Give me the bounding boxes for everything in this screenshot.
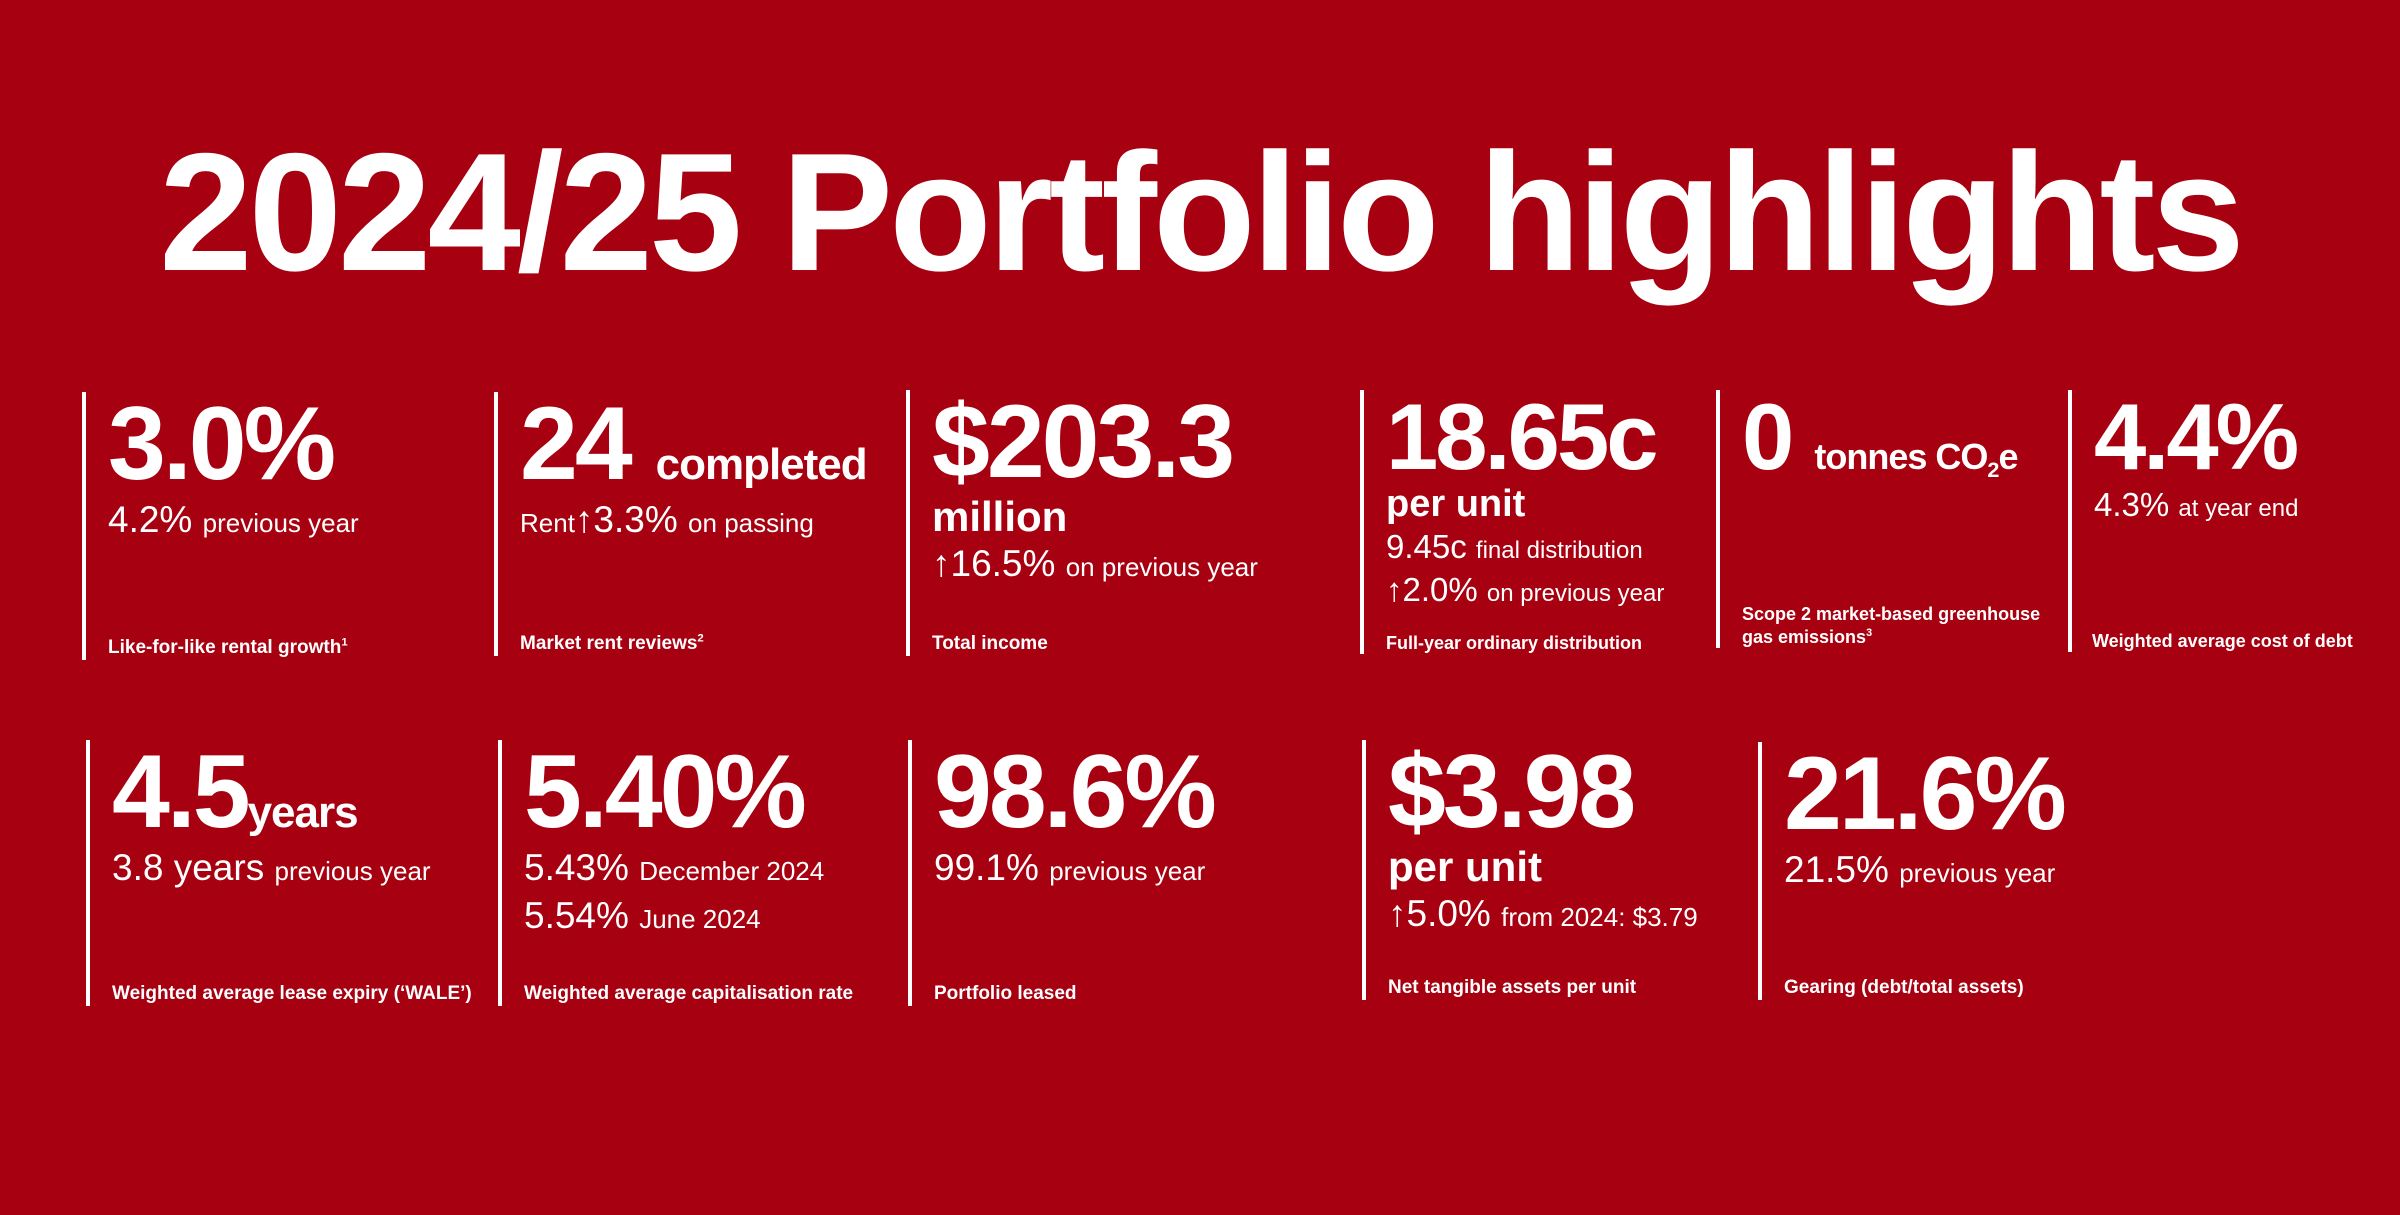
metric-unit: per unit bbox=[1388, 843, 1542, 890]
metric-label: Scope 2 market-based greenhouse gas emiss… bbox=[1742, 604, 2041, 647]
metric-comparison: ↑16.5% on previous year bbox=[932, 543, 1258, 585]
metric-value: $3.98 bbox=[1388, 734, 1636, 850]
card-gearing: 21.6% 21.5% previous year Gearing (debt/… bbox=[1758, 742, 2158, 1000]
card-market-rent-reviews: 24 completed Rent↑3.3% on passing Market… bbox=[494, 392, 884, 656]
metric-value: 24 completed bbox=[520, 386, 868, 502]
card-net-tangible-assets: $3.98 per unit ↑5.0% from 2024: $3.79 Ne… bbox=[1362, 740, 1742, 1000]
metric-detail-2: 5.54% June 2024 bbox=[524, 895, 761, 937]
metric-comparison: 3.8 years previous year bbox=[112, 847, 431, 888]
metric-comparison: 21.5% previous year bbox=[1784, 849, 2056, 890]
metric-comparison: 4.2% previous year bbox=[108, 499, 359, 540]
metric-value: 98.6% bbox=[934, 734, 1217, 850]
arrow-up-icon: ↑ bbox=[1388, 893, 1407, 935]
metric-comparison: Rent↑3.3% on passing bbox=[520, 499, 814, 540]
metric-detail-1: 9.45c final distribution bbox=[1386, 527, 1643, 565]
metric-label: Full-year ordinary distribution bbox=[1386, 632, 1643, 653]
metric-label: Net tangible assets per unit bbox=[1388, 977, 1637, 999]
metric-label: Market rent reviews2 bbox=[520, 632, 704, 655]
metric-value: 4.4% bbox=[2094, 384, 2299, 489]
metric-label: Total income bbox=[932, 633, 1048, 655]
metric-detail-1: 5.43% December 2024 bbox=[524, 847, 825, 888]
metric-value: 0 tonnes CO2e bbox=[1742, 384, 2018, 489]
arrow-up-icon: ↑ bbox=[574, 499, 594, 540]
metric-label: Like-for-like rental growth1 bbox=[108, 636, 348, 659]
metric-comparison: ↑5.0% from 2024: $3.79 bbox=[1388, 893, 1698, 935]
card-weighted-average-capitalisation-rate: 5.40% 5.43% December 2024 5.54% June 202… bbox=[498, 740, 900, 1006]
card-like-for-like-rental-growth: 3.0% 4.2% previous year Like-for-like re… bbox=[82, 392, 472, 660]
metric-value: 21.6% bbox=[1784, 736, 2067, 852]
card-scope-2-emissions: 0 tonnes CO2e Scope 2 market-based green… bbox=[1716, 390, 2056, 648]
metric-comparison: 4.3% at year end bbox=[2094, 486, 2299, 523]
card-full-year-ordinary-distribution: 18.65c per unit 9.45c final distribution… bbox=[1360, 390, 1700, 654]
metric-unit: per unit bbox=[1386, 483, 1526, 525]
metric-value: 5.40% bbox=[524, 734, 807, 850]
card-portfolio-leased: 98.6% 99.1% previous year Portfolio leas… bbox=[908, 740, 1328, 1006]
metric-label: Gearing (debt/total assets) bbox=[1784, 977, 2024, 999]
metric-value: 3.0% bbox=[108, 386, 336, 502]
metric-label: Weighted average lease expiry (‘WALE’) bbox=[112, 983, 472, 1005]
card-weighted-average-cost-of-debt: 4.4% 4.3% at year end Weighted average c… bbox=[2068, 390, 2400, 652]
metric-value: $203.3 bbox=[932, 384, 1235, 500]
card-total-income: $203.3 million ↑16.5% on previous year T… bbox=[906, 390, 1336, 656]
metric-label: Weighted average capitalisation rate bbox=[524, 983, 854, 1005]
metric-value: 4.5years bbox=[112, 734, 359, 850]
arrow-up-icon: ↑ bbox=[932, 543, 951, 585]
metric-value: 18.65c bbox=[1386, 384, 1659, 489]
card-wale: 4.5years 3.8 years previous year Weighte… bbox=[86, 740, 490, 1006]
metric-label: Weighted average cost of debt bbox=[2092, 630, 2353, 651]
metric-comparison: 99.1% previous year bbox=[934, 847, 1206, 888]
metric-unit: million bbox=[932, 493, 1068, 540]
metric-label: Portfolio leased bbox=[934, 983, 1077, 1005]
page-title: 2024/25 Portfolio highlights bbox=[159, 118, 2245, 306]
metric-detail-2: ↑2.0% on previous year bbox=[1386, 570, 1665, 608]
arrow-up-icon: ↑ bbox=[1386, 570, 1403, 608]
